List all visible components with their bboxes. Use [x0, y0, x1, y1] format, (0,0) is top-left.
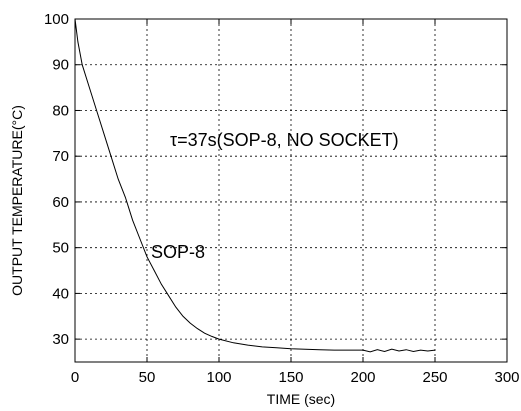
y-tick-label: 90 [52, 57, 69, 74]
tick-labels: 0 50 100 150 200 250 300 30 40 50 60 70 80 90 100 [44, 11, 520, 386]
x-tick-label: 250 [422, 369, 447, 386]
y-tick-label: 70 [52, 148, 69, 165]
y-tick-label: 100 [44, 11, 69, 28]
series-line-sop8 [74, 18, 436, 353]
x-tick-label: 300 [494, 369, 519, 386]
y-axis-title: OUTPUT TEMPERATURE(°C) [9, 105, 25, 296]
y-tick-label: 80 [52, 102, 69, 119]
x-tick-label: 100 [206, 369, 231, 386]
series-layer [74, 18, 436, 353]
y-tick-label: 40 [52, 285, 69, 302]
curve-label-annotation: SOP-8 [151, 242, 205, 262]
x-axis-title: TIME (sec) [267, 391, 335, 407]
x-tick-label: 200 [350, 369, 375, 386]
grid [75, 19, 507, 362]
y-tick-label: 60 [52, 194, 69, 211]
x-tick-label: 0 [71, 369, 79, 386]
x-tick-label: 150 [278, 369, 303, 386]
y-tick-label: 30 [52, 331, 69, 348]
tau-annotation: τ=37s(SOP-8, NO SOCKET) [170, 130, 399, 150]
x-tick-label: 50 [139, 369, 156, 386]
plot-frame [74, 18, 508, 363]
y-tick-label: 50 [52, 240, 69, 257]
